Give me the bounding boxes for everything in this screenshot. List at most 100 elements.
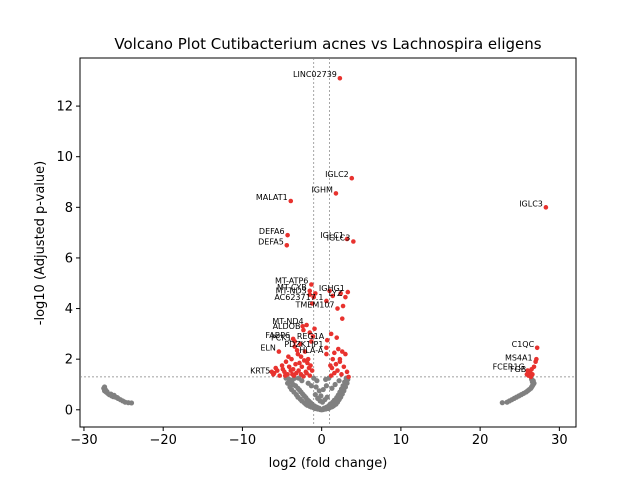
- significant-point: [279, 363, 285, 368]
- significant-point: [288, 198, 294, 204]
- significant-point: [349, 175, 355, 181]
- significant-point: [346, 374, 351, 380]
- gene-label: FGB: [510, 365, 526, 374]
- significant-point: [292, 339, 298, 344]
- nonsignificant-point: [128, 400, 135, 406]
- significant-point: [308, 363, 313, 368]
- significant-point: [311, 294, 317, 300]
- gene-label: MS4A1: [505, 354, 533, 363]
- significant-point: [299, 364, 305, 370]
- significant-point: [324, 345, 329, 351]
- nonsignificant-point: [104, 388, 110, 395]
- y-tick-label: 0: [65, 403, 73, 418]
- significant-point: [533, 359, 538, 365]
- gene-label: IGLC1: [320, 231, 344, 240]
- significant-point: [304, 322, 309, 328]
- significant-point: [339, 349, 345, 354]
- significant-point: [307, 330, 313, 335]
- significant-point: [333, 361, 339, 367]
- significant-point: [286, 354, 291, 359]
- nonsignificant-point: [316, 405, 322, 411]
- gene-label: IGHG1: [319, 284, 345, 293]
- nonsignificant-point: [318, 393, 324, 399]
- significant-point: [307, 288, 313, 294]
- significant-point: [288, 368, 294, 373]
- significant-point: [285, 232, 290, 238]
- significant-point: [297, 341, 303, 347]
- significant-point: [534, 345, 540, 351]
- significant-point: [334, 335, 340, 340]
- y-tick-label: 12: [56, 100, 73, 115]
- significant-point: [294, 348, 300, 353]
- significant-point: [301, 327, 306, 333]
- significant-point: [332, 370, 337, 376]
- significant-point: [310, 334, 316, 339]
- y-axis: 0 2 4 6 8 10 12: [56, 100, 80, 418]
- significant-point: [301, 374, 306, 379]
- significant-point: [286, 364, 292, 370]
- significant-point: [282, 373, 288, 378]
- gene-label: ALDOB: [273, 322, 301, 331]
- gene-label: PDZK1IP1: [284, 340, 323, 349]
- y-tick-label: 2: [65, 353, 73, 368]
- nonsignificant-point: [499, 400, 505, 406]
- x-tick-label: −20: [149, 433, 176, 448]
- y-axis-title: -log10 (Adjusted p-value): [33, 161, 48, 325]
- significant-point: [332, 350, 337, 356]
- x-axis: −30 −20 −10 0 10 20 30: [70, 427, 568, 448]
- nonsignificant-point: [101, 384, 108, 390]
- significant-point: [280, 366, 286, 372]
- significant-point: [343, 294, 348, 300]
- significant-point: [543, 205, 549, 210]
- significant-point: [338, 291, 343, 296]
- gene-label: FABP6: [265, 331, 290, 340]
- significant-point: [295, 351, 301, 357]
- significant-point: [344, 369, 350, 375]
- x-tick-label: −10: [229, 433, 256, 448]
- significant-point: [339, 316, 345, 321]
- gene-label: IGLC2: [325, 170, 349, 179]
- nonsignificant-points: [101, 375, 537, 413]
- gene-label: IGLC3: [327, 233, 351, 242]
- chart-title: Volcano Plot Cutibacterium acnes vs Lach…: [114, 35, 541, 53]
- significant-point: [339, 372, 344, 377]
- significant-point: [344, 236, 350, 242]
- significant-point: [531, 364, 537, 370]
- significant-point: [335, 306, 340, 311]
- significant-point: [328, 373, 334, 378]
- significant-point: [309, 301, 315, 306]
- gene-label: MALAT1: [256, 193, 288, 202]
- significant-point: [345, 289, 351, 295]
- significant-point: [305, 360, 310, 366]
- gene-label: DEFA6: [259, 227, 285, 236]
- gene-label: MT-ND4: [272, 317, 303, 326]
- nonsignificant-point: [336, 378, 342, 384]
- gene-label: ELN: [260, 344, 276, 353]
- x-tick-label: 0: [318, 433, 326, 448]
- significant-point: [313, 291, 318, 296]
- gene-label: TMEM107: [294, 301, 334, 310]
- significant-point: [328, 363, 333, 368]
- nonsignificant-point: [312, 392, 318, 398]
- significant-point: [324, 337, 330, 343]
- significant-point: [302, 349, 308, 354]
- y-tick-label: 8: [65, 201, 73, 216]
- gene-label: KRT5: [250, 366, 270, 375]
- nonsignificant-point: [311, 375, 317, 381]
- significant-point: [335, 368, 340, 373]
- gene-label: DEFA5: [258, 237, 284, 246]
- significant-point: [324, 298, 329, 304]
- gene-label: AC623717.1: [274, 293, 323, 302]
- significant-point: [327, 288, 332, 294]
- y-tick-label: 4: [65, 302, 73, 317]
- significant-points: [269, 75, 549, 380]
- significant-point: [271, 372, 276, 377]
- gene-label: LINC02739: [293, 70, 337, 79]
- significant-point: [333, 191, 339, 196]
- significant-point: [289, 356, 294, 362]
- gene-label: HLA-A: [299, 346, 324, 355]
- significant-point: [307, 292, 313, 297]
- nonsignificant-point: [324, 394, 330, 400]
